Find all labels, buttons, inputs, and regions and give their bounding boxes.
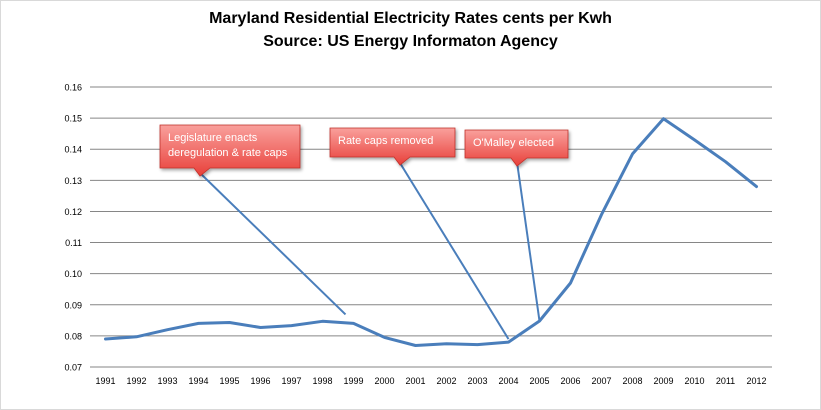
- annotation-leader-lines: [199, 161, 541, 340]
- y-tick-label: 0.15: [64, 114, 82, 124]
- y-tick-label: 0.16: [64, 83, 82, 93]
- x-tick-label: 2003: [467, 376, 487, 386]
- annotation-callouts: Legislature enacts deregulation & rate ca…: [159, 124, 569, 177]
- y-tick-label: 0.11: [65, 238, 82, 248]
- x-tick-label: 1995: [219, 376, 239, 386]
- annotation-text: O'Malley elected: [473, 137, 554, 149]
- y-tick-label: 0.14: [64, 145, 82, 155]
- y-tick-label: 0.07: [64, 363, 82, 373]
- x-tick-label: 2008: [622, 376, 642, 386]
- x-tick-label: 1996: [250, 376, 270, 386]
- x-tick-label: 2004: [498, 376, 518, 386]
- chart-title: Maryland Residential Electricity Rates c…: [209, 10, 612, 27]
- x-tick-label: 2001: [405, 376, 425, 386]
- annotation-text: Rate caps removed: [338, 135, 433, 147]
- callout-box: [159, 124, 301, 177]
- annotation-callout: Legislature enacts deregulation & rate ca…: [159, 124, 301, 177]
- x-tick-label: 1998: [312, 376, 332, 386]
- chart-subtitle: Source: US Energy Informaton Agency: [263, 33, 558, 50]
- annotation-callout: O'Malley elected: [464, 129, 569, 167]
- x-tick-label: 1991: [95, 376, 115, 386]
- x-tick-label: 2007: [591, 376, 611, 386]
- y-tick-labels: 0.07 0.08 0.09 0.10 0.11 0.12 0.13 0.14 0.15 0.16: [64, 83, 82, 373]
- y-tick-label: 0.08: [64, 331, 82, 341]
- y-tick-label: 0.12: [64, 207, 82, 217]
- x-tick-label: 2000: [374, 376, 394, 386]
- y-tick-label: 0.09: [64, 300, 82, 310]
- series-layer: [104, 117, 758, 347]
- x-tick-label: 2012: [746, 376, 766, 386]
- annotation-callout: Rate caps removed: [329, 127, 456, 166]
- annotation-leader-line: [516, 161, 541, 322]
- callout-box: [329, 127, 456, 166]
- x-tick-labels: 1991 1992 1993 1994 1995 1996 1997 1998 1999 2000…: [95, 376, 766, 386]
- x-tick-label: 1997: [281, 376, 301, 386]
- annotation-leader-line: [199, 172, 347, 316]
- gridlines: [90, 86, 772, 368]
- x-tick-label: 2011: [716, 376, 735, 386]
- x-tick-label: 2002: [436, 376, 456, 386]
- annotation-leader-line: [399, 162, 510, 340]
- x-tick-label: 1994: [188, 376, 208, 386]
- y-tick-label: 0.13: [64, 176, 82, 186]
- x-tick-label: 2009: [653, 376, 673, 386]
- x-tick-label: 2006: [560, 376, 580, 386]
- x-tick-label: 1993: [157, 376, 177, 386]
- y-tick-label: 0.10: [64, 269, 82, 279]
- x-tick-label: 1999: [343, 376, 363, 386]
- x-tick-label: 1992: [126, 376, 146, 386]
- x-tick-label: 2005: [529, 376, 549, 386]
- x-tick-label: 2010: [684, 376, 704, 386]
- series-line: [104, 117, 758, 347]
- callout-box: [464, 129, 569, 167]
- annotation-text: deregulation & rate caps: [168, 147, 288, 159]
- annotation-text: Legislature enacts: [168, 132, 258, 144]
